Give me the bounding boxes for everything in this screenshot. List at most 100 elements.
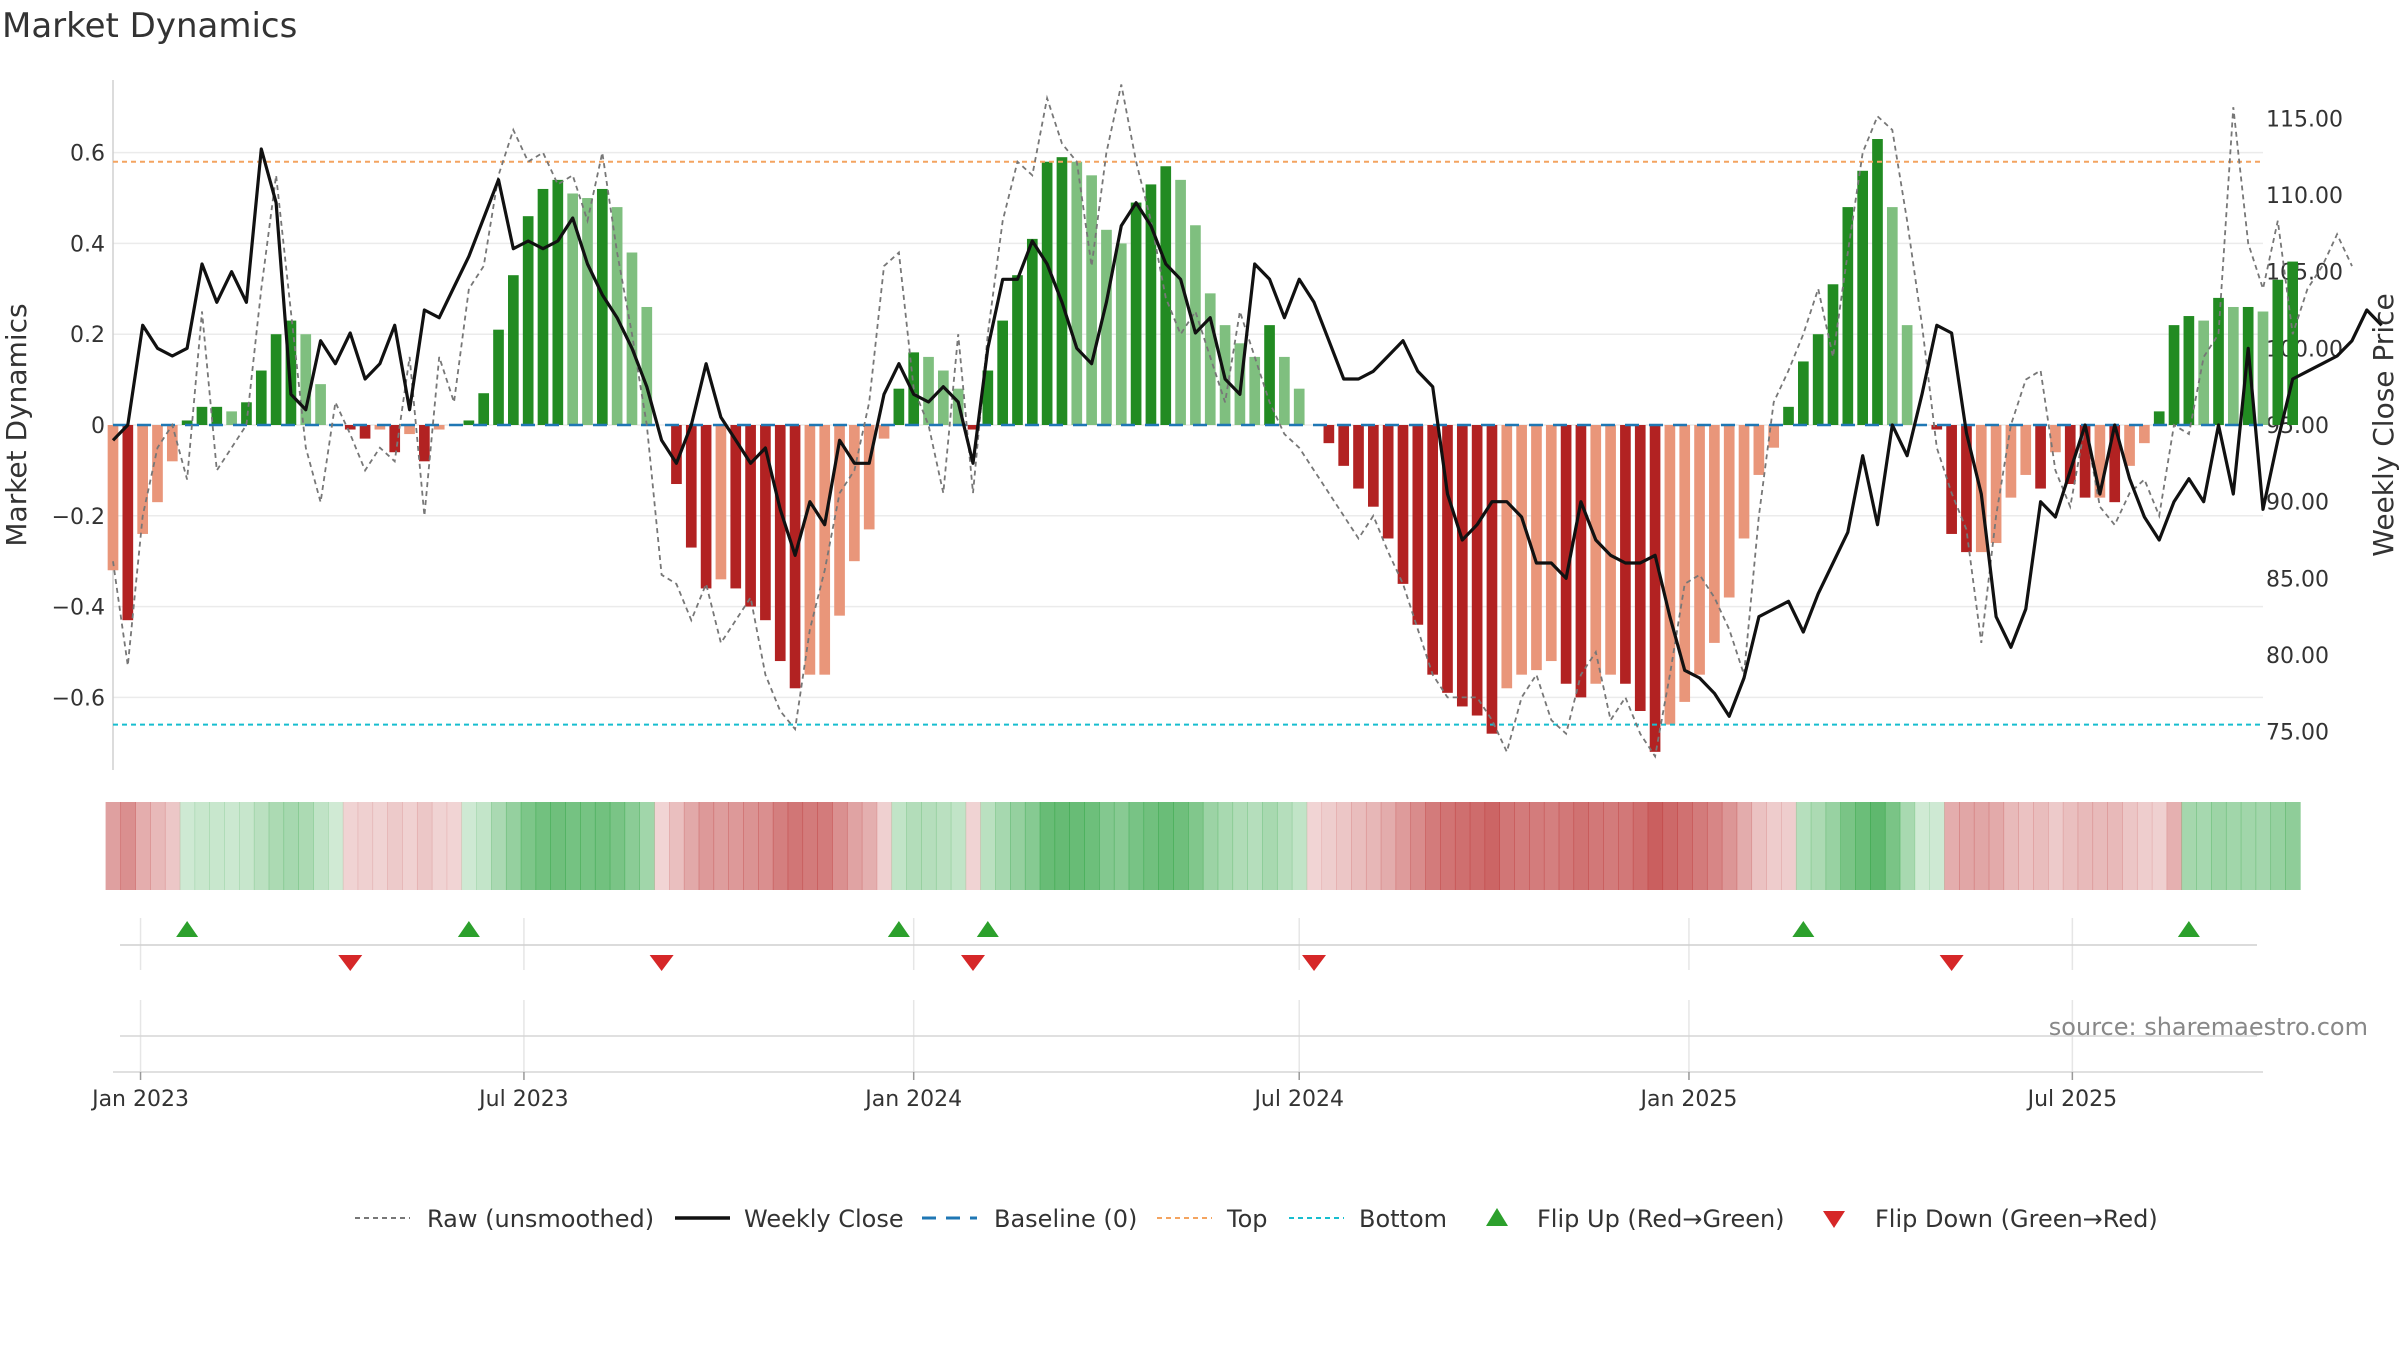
dynamics-bar	[1412, 425, 1424, 625]
regime-cell	[2211, 802, 2227, 890]
regime-cell	[268, 802, 285, 890]
dynamics-bar	[1605, 425, 1616, 675]
flip-up-marker	[887, 921, 910, 937]
regime-cell	[1054, 802, 1070, 890]
dynamics-bar	[1026, 238, 1038, 425]
x-tick-label: Jan 2025	[1639, 1087, 1738, 1112]
y2-tick-label: 110.00	[2266, 184, 2343, 209]
regime-cell	[1944, 802, 1960, 890]
dynamics-bar	[2287, 261, 2298, 425]
regime-cell	[1306, 802, 1323, 890]
regime-cell	[609, 802, 626, 890]
dynamics-bar	[2228, 306, 2239, 425]
dynamics-bar	[1694, 425, 1705, 675]
regime-cell	[1099, 802, 1115, 890]
regime-cell	[1351, 802, 1367, 890]
dynamics-bar	[2183, 316, 2195, 425]
dynamics-bar	[1575, 425, 1587, 698]
regime-cell	[891, 802, 907, 890]
regime-strip	[105, 802, 2301, 890]
dynamics-bar	[1264, 325, 1275, 425]
dynamics-bar	[774, 425, 786, 662]
dynamics-bar	[1531, 425, 1542, 671]
dynamics-bar	[255, 370, 267, 425]
dynamics-bar	[107, 425, 119, 571]
regime-cell	[209, 802, 225, 890]
dynamics-bar	[1056, 157, 1068, 425]
regime-cell	[876, 802, 893, 890]
dynamics-bar	[804, 425, 816, 675]
regime-cell	[1173, 802, 1189, 890]
dynamics-bar	[1130, 202, 1142, 425]
dynamics-bars	[107, 139, 2298, 752]
regime-cell	[328, 802, 344, 890]
regime-cell	[1662, 802, 1678, 890]
dynamics-bar	[1279, 356, 1290, 425]
dynamics-bar	[1338, 425, 1350, 466]
weekly-close-line	[111, 147, 2383, 718]
regime-cell	[772, 802, 789, 890]
dynamics-bar	[1293, 388, 1305, 425]
y-tick-label: −0.4	[52, 596, 105, 621]
regime-cell	[669, 802, 685, 890]
dynamics-bar	[1323, 425, 1335, 444]
flip-down-marker	[1302, 955, 1327, 971]
regime-cell	[921, 802, 937, 890]
dynamics-bar	[760, 425, 771, 621]
regime-cell	[194, 802, 210, 890]
regime-cell	[1484, 802, 1500, 890]
regime-cell	[224, 802, 240, 890]
series-lines	[111, 84, 2383, 759]
regime-cell	[1262, 802, 1278, 890]
dynamics-bar	[923, 356, 934, 425]
regime-cell	[1884, 802, 1901, 890]
regime-cell	[2018, 802, 2034, 890]
chart-title: Market Dynamics	[2, 6, 298, 46]
dynamics-bar	[1738, 425, 1750, 539]
regime-cell	[713, 802, 729, 890]
regime-cell	[787, 802, 804, 890]
regime-cell	[1365, 802, 1382, 890]
regime-cell	[743, 802, 759, 890]
dynamics-bar	[2079, 425, 2091, 498]
regime-cell	[1010, 802, 1026, 890]
dynamics-bar	[1486, 425, 1498, 734]
dynamics-bar	[596, 188, 608, 425]
regime-cell	[995, 802, 1011, 890]
dynamics-bar	[1857, 170, 1868, 425]
legend-label-top: Top	[1226, 1205, 1268, 1233]
regime-cell	[550, 802, 566, 890]
dynamics-bar	[1590, 425, 1602, 684]
dynamics-bar	[582, 198, 593, 425]
regime-cell	[1425, 802, 1441, 890]
y2-tick-label: 115.00	[2266, 107, 2343, 132]
dynamics-bar	[715, 425, 727, 580]
dynamics-bar	[938, 370, 949, 425]
dynamics-bar	[552, 179, 564, 425]
x-tick-label: Jan 2024	[863, 1087, 962, 1112]
dynamics-bar	[359, 425, 371, 439]
dynamics-bar	[1382, 425, 1394, 539]
dynamics-bar	[137, 425, 148, 534]
dynamics-bar	[1649, 425, 1661, 752]
dynamics-bar	[152, 425, 163, 503]
y2-tick-label: 90.00	[2266, 491, 2329, 516]
regime-cell	[520, 802, 537, 890]
dynamics-bar	[1501, 425, 1513, 689]
legend-label-raw: Raw (unsmoothed)	[427, 1205, 654, 1233]
dynamics-bar	[1634, 425, 1646, 711]
regime-cell	[372, 802, 388, 890]
dynamics-bar	[1783, 406, 1794, 425]
regime-cell	[1158, 802, 1174, 890]
x-tick-label: Jan 2023	[90, 1087, 189, 1112]
dynamics-bar	[1990, 425, 2002, 544]
x-tick-label: Jul 2024	[1252, 1087, 1344, 1112]
regime-cell	[1647, 802, 1664, 890]
regime-cell	[1870, 802, 1886, 890]
y2-tick-label: 80.00	[2266, 644, 2329, 669]
flip-down-marker	[961, 955, 985, 971]
x-tick-label: Jul 2023	[477, 1087, 569, 1112]
y2-tick-label: 85.00	[2266, 567, 2329, 592]
reference-lines	[113, 160, 2263, 726]
regime-cell	[1128, 802, 1145, 890]
